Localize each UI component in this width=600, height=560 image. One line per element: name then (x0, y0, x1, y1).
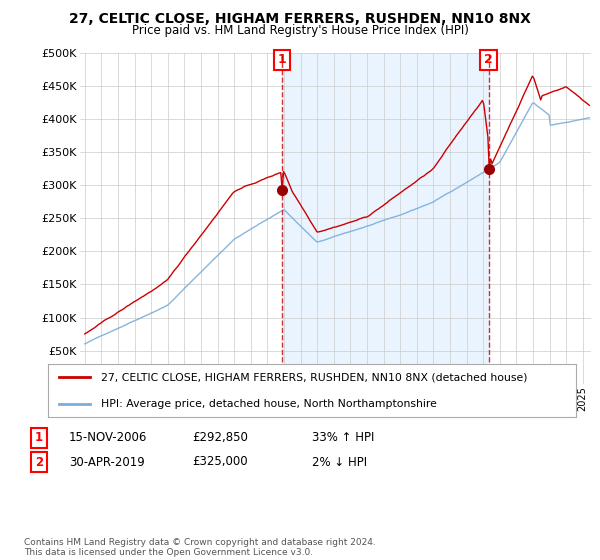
Text: 15-NOV-2006: 15-NOV-2006 (69, 431, 148, 445)
Text: HPI: Average price, detached house, North Northamptonshire: HPI: Average price, detached house, Nort… (101, 399, 437, 409)
Text: £292,850: £292,850 (192, 431, 248, 445)
Text: 2% ↓ HPI: 2% ↓ HPI (312, 455, 367, 469)
Text: 1: 1 (35, 431, 43, 445)
Text: Price paid vs. HM Land Registry's House Price Index (HPI): Price paid vs. HM Land Registry's House … (131, 24, 469, 36)
Text: 2: 2 (35, 455, 43, 469)
Text: 33% ↑ HPI: 33% ↑ HPI (312, 431, 374, 445)
Text: 2: 2 (484, 53, 493, 66)
Text: 27, CELTIC CLOSE, HIGHAM FERRERS, RUSHDEN, NN10 8NX (detached house): 27, CELTIC CLOSE, HIGHAM FERRERS, RUSHDE… (101, 372, 527, 382)
Text: 27, CELTIC CLOSE, HIGHAM FERRERS, RUSHDEN, NN10 8NX: 27, CELTIC CLOSE, HIGHAM FERRERS, RUSHDE… (69, 12, 531, 26)
Bar (282, 53, 488, 384)
Text: Contains HM Land Registry data © Crown copyright and database right 2024.
This d: Contains HM Land Registry data © Crown c… (24, 538, 376, 557)
Text: £325,000: £325,000 (192, 455, 248, 469)
Text: 30-APR-2019: 30-APR-2019 (69, 455, 145, 469)
Text: 1: 1 (278, 53, 286, 66)
